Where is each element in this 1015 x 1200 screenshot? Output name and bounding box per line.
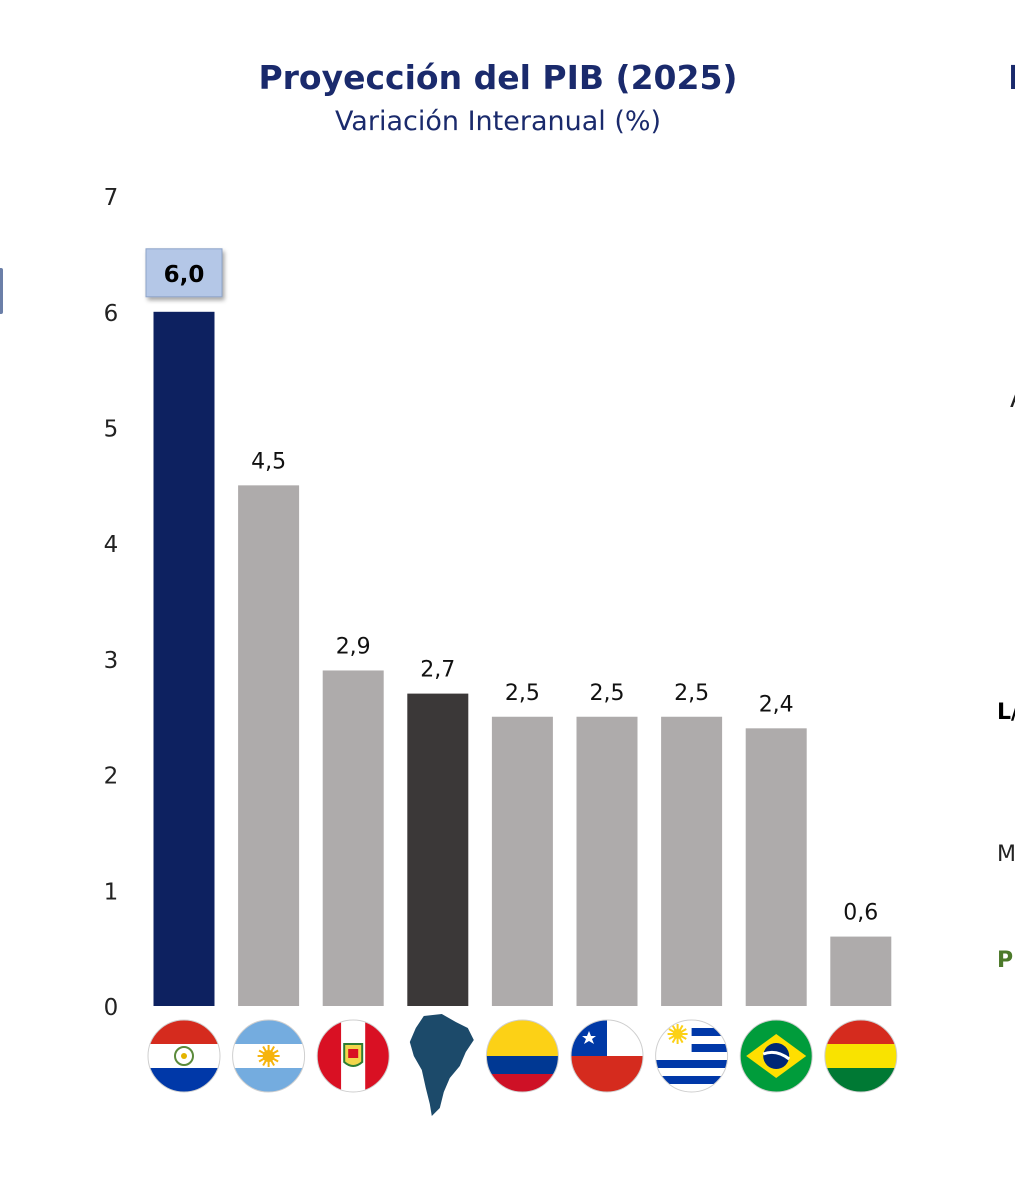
colombia-flag-icon: [485, 1019, 559, 1093]
cropped-right-title-fragment: I: [1008, 58, 1015, 97]
uruguay-flag-icon: [655, 1019, 729, 1093]
bar: [322, 670, 384, 1006]
bolivia-flag-icon: [824, 1019, 898, 1093]
data-label: 0,6: [843, 901, 878, 926]
y-tick-label: 6: [104, 301, 119, 327]
bars-group: [153, 311, 892, 1007]
flags-group: [147, 1014, 898, 1116]
chart-title: Proyección del PIB (2025): [258, 58, 738, 97]
south-america-map-icon: [409, 1014, 474, 1116]
y-tick-label: 3: [104, 648, 119, 674]
left-edge-mark: [0, 268, 3, 314]
bar: [661, 716, 723, 1006]
argentina-flag-icon: [232, 1019, 306, 1093]
value-labels-group: 6,0 4,5 2,9 2,7 2,5 2,5 2,5 2,4 0,6: [145, 248, 878, 926]
paraguay-flag-icon: [147, 1019, 221, 1093]
bar: [407, 693, 469, 1006]
bar: [576, 716, 638, 1006]
data-label: 4,5: [251, 449, 286, 474]
cropped-right-text-a: A: [1010, 384, 1015, 414]
data-label: 2,7: [420, 658, 455, 683]
chile-flag-icon: [570, 1019, 644, 1093]
cropped-right-text-m: M: [997, 842, 1015, 867]
data-label: 2,5: [674, 681, 709, 706]
brazil-flag-icon: [739, 1019, 813, 1093]
bar: [491, 716, 553, 1006]
bar: [745, 728, 807, 1006]
bar: [238, 485, 300, 1007]
y-tick-label: 2: [104, 764, 119, 790]
data-label: 6,0: [164, 262, 205, 288]
bar: [830, 936, 892, 1006]
data-label: 2,5: [505, 681, 540, 706]
highlight-label-box: [145, 248, 223, 298]
y-tick-label: 5: [104, 417, 119, 443]
data-label: 2,5: [590, 681, 625, 706]
y-axis: 0 1 2 3 4 5 6 7: [104, 185, 119, 1021]
y-tick-label: 4: [104, 532, 119, 558]
chart-subtitle: Variación Interanual (%): [334, 106, 662, 137]
y-tick-label: 1: [104, 879, 119, 905]
y-tick-label: 0: [104, 995, 119, 1021]
bar: [153, 311, 215, 1006]
data-label: 2,9: [336, 634, 371, 659]
y-tick-label: 7: [104, 185, 119, 211]
peru-flag-icon: [316, 1019, 390, 1093]
cropped-right-text-p: P: [997, 948, 1014, 973]
cropped-right-text-l: L/: [997, 700, 1015, 725]
data-label: 2,4: [759, 692, 794, 717]
